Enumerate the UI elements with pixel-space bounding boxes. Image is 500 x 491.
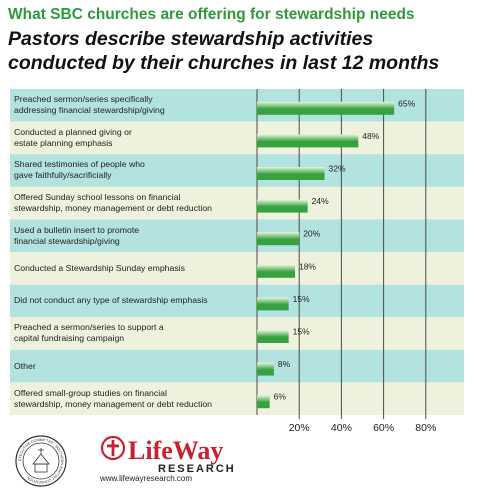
row-band <box>10 252 464 285</box>
x-tick-label: 20% <box>289 422 310 434</box>
x-tick-label: 60% <box>373 422 394 434</box>
category-label-line: stewardship, money management or debt re… <box>14 203 212 214</box>
category-label-text: Did not conduct any type of stewardship … <box>14 295 208 306</box>
bar-value-label: 6% <box>274 392 287 402</box>
lifeway-logo-subtext: RESEARCH <box>158 463 236 475</box>
category-label: Did not conduct any type of stewardship … <box>14 285 254 318</box>
bar <box>257 134 359 148</box>
row-band <box>10 382 464 415</box>
row-band <box>10 121 464 155</box>
category-label-text: Shared testimonies of people who gave fai… <box>14 159 145 181</box>
category-label-line: estate planning emphasis <box>14 137 113 148</box>
category-label-line: Preached sermon/series specifically <box>14 94 153 105</box>
row-band <box>10 284 464 318</box>
chart-title-line-2: conducted by their churches in last 12 m… <box>8 52 440 74</box>
chart-supertitle: What SBC churches are offering for stewa… <box>8 6 415 23</box>
category-label-line: Offered small-group studies on financial <box>14 387 167 398</box>
category-label-text: Offered Sunday school lessons on financi… <box>14 192 212 214</box>
category-label: Used a bulletin insert to promote financi… <box>14 219 254 252</box>
category-label-line: Conducted a planned giving or <box>14 126 132 137</box>
category-label: Shared testimonies of people who gave fai… <box>14 154 254 187</box>
bar-value-label: 15% <box>293 327 310 337</box>
category-label-text: Offered small-group studies on financial… <box>14 388 212 410</box>
website-url: www.lifewayresearch.com <box>100 474 193 483</box>
category-label-text: Preached a sermon/series to support a cap… <box>14 322 164 344</box>
bar <box>257 232 300 246</box>
bar <box>257 362 274 376</box>
row-band <box>10 317 464 350</box>
bar-chart: 65% 48% 32% 24% 20% 18% 15% 15% 8% 6% 20% 40% 60% 80… <box>10 89 464 434</box>
bar-value-label: 24% <box>312 196 329 206</box>
sbc-executive-committee-seal: EXECUTIVE COMMITTEE · SOUTHERN BAPTIST C… <box>15 435 67 487</box>
category-label-line: capital fundraising campaign <box>14 333 125 344</box>
bar-value-label: 18% <box>299 261 316 271</box>
bar <box>257 167 325 180</box>
bar-value-label: 20% <box>303 229 320 239</box>
category-label-line: Shared testimonies of people who <box>14 159 145 170</box>
category-label: Offered small-group studies on financial… <box>14 382 254 415</box>
category-label-text: Conducted a Stewardship Sunday emphasis <box>14 263 185 274</box>
category-label-line: Other <box>14 360 36 371</box>
row-band <box>10 154 464 187</box>
bar <box>257 297 289 311</box>
x-tick-label: 80% <box>415 422 436 434</box>
category-label: Other <box>14 350 254 383</box>
category-label-line: Conducted a Stewardship Sunday emphasis <box>14 262 185 273</box>
bar-value-label: 15% <box>293 294 310 304</box>
chart-title-line-1: Pastors describe stewardship activities <box>8 28 374 50</box>
x-tick-label: 40% <box>331 422 352 434</box>
category-label: Preached sermon/series specifically addre… <box>14 89 254 122</box>
category-label-line: Used a bulletin insert to promote <box>14 224 140 235</box>
category-label: Conducted a Stewardship Sunday emphasis <box>14 252 254 285</box>
category-label-line: financial stewardship/giving <box>14 235 120 246</box>
category-label-text: Preached sermon/series specifically addre… <box>14 94 165 116</box>
bar-value-label: 32% <box>329 164 346 174</box>
bar <box>257 395 270 409</box>
bar <box>257 264 295 278</box>
row-band <box>10 186 464 220</box>
bar <box>257 199 308 213</box>
category-label-line: Offered Sunday school lessons on financi… <box>14 192 181 203</box>
category-label-text: Used a bulletin insert to promote financi… <box>14 225 139 247</box>
category-label-line: Preached a sermon/series to support a <box>14 322 164 333</box>
lifeway-emblem-icon <box>100 435 126 461</box>
bar-value-label: 8% <box>278 359 291 369</box>
lifeway-research-logo: LifeWay RESEARCH <box>100 435 236 475</box>
bar <box>257 330 289 343</box>
category-label-text: Conducted a planned giving or estate plan… <box>14 127 132 149</box>
category-label-line: stewardship, money management or debt re… <box>14 398 212 409</box>
category-label-line: Did not conduct any type of stewardship … <box>14 295 208 306</box>
category-label-line: gave faithfully/sacrificially <box>14 170 112 181</box>
category-label: Conducted a planned giving or estate plan… <box>14 122 254 155</box>
row-band <box>10 219 464 252</box>
category-label-text: Other <box>14 361 36 372</box>
category-label-line: addressing financial stewardship/giving <box>14 105 165 116</box>
category-label: Preached a sermon/series to support a cap… <box>14 317 254 350</box>
row-band <box>10 349 464 383</box>
lifeway-logo-text: LifeWay <box>128 436 223 465</box>
category-label: Offered Sunday school lessons on financi… <box>14 187 254 220</box>
bar <box>257 101 395 115</box>
chart-title: Pastors describe stewardship activities … <box>8 27 496 75</box>
bar-value-label: 48% <box>362 131 379 141</box>
bar-value-label: 65% <box>398 98 415 108</box>
